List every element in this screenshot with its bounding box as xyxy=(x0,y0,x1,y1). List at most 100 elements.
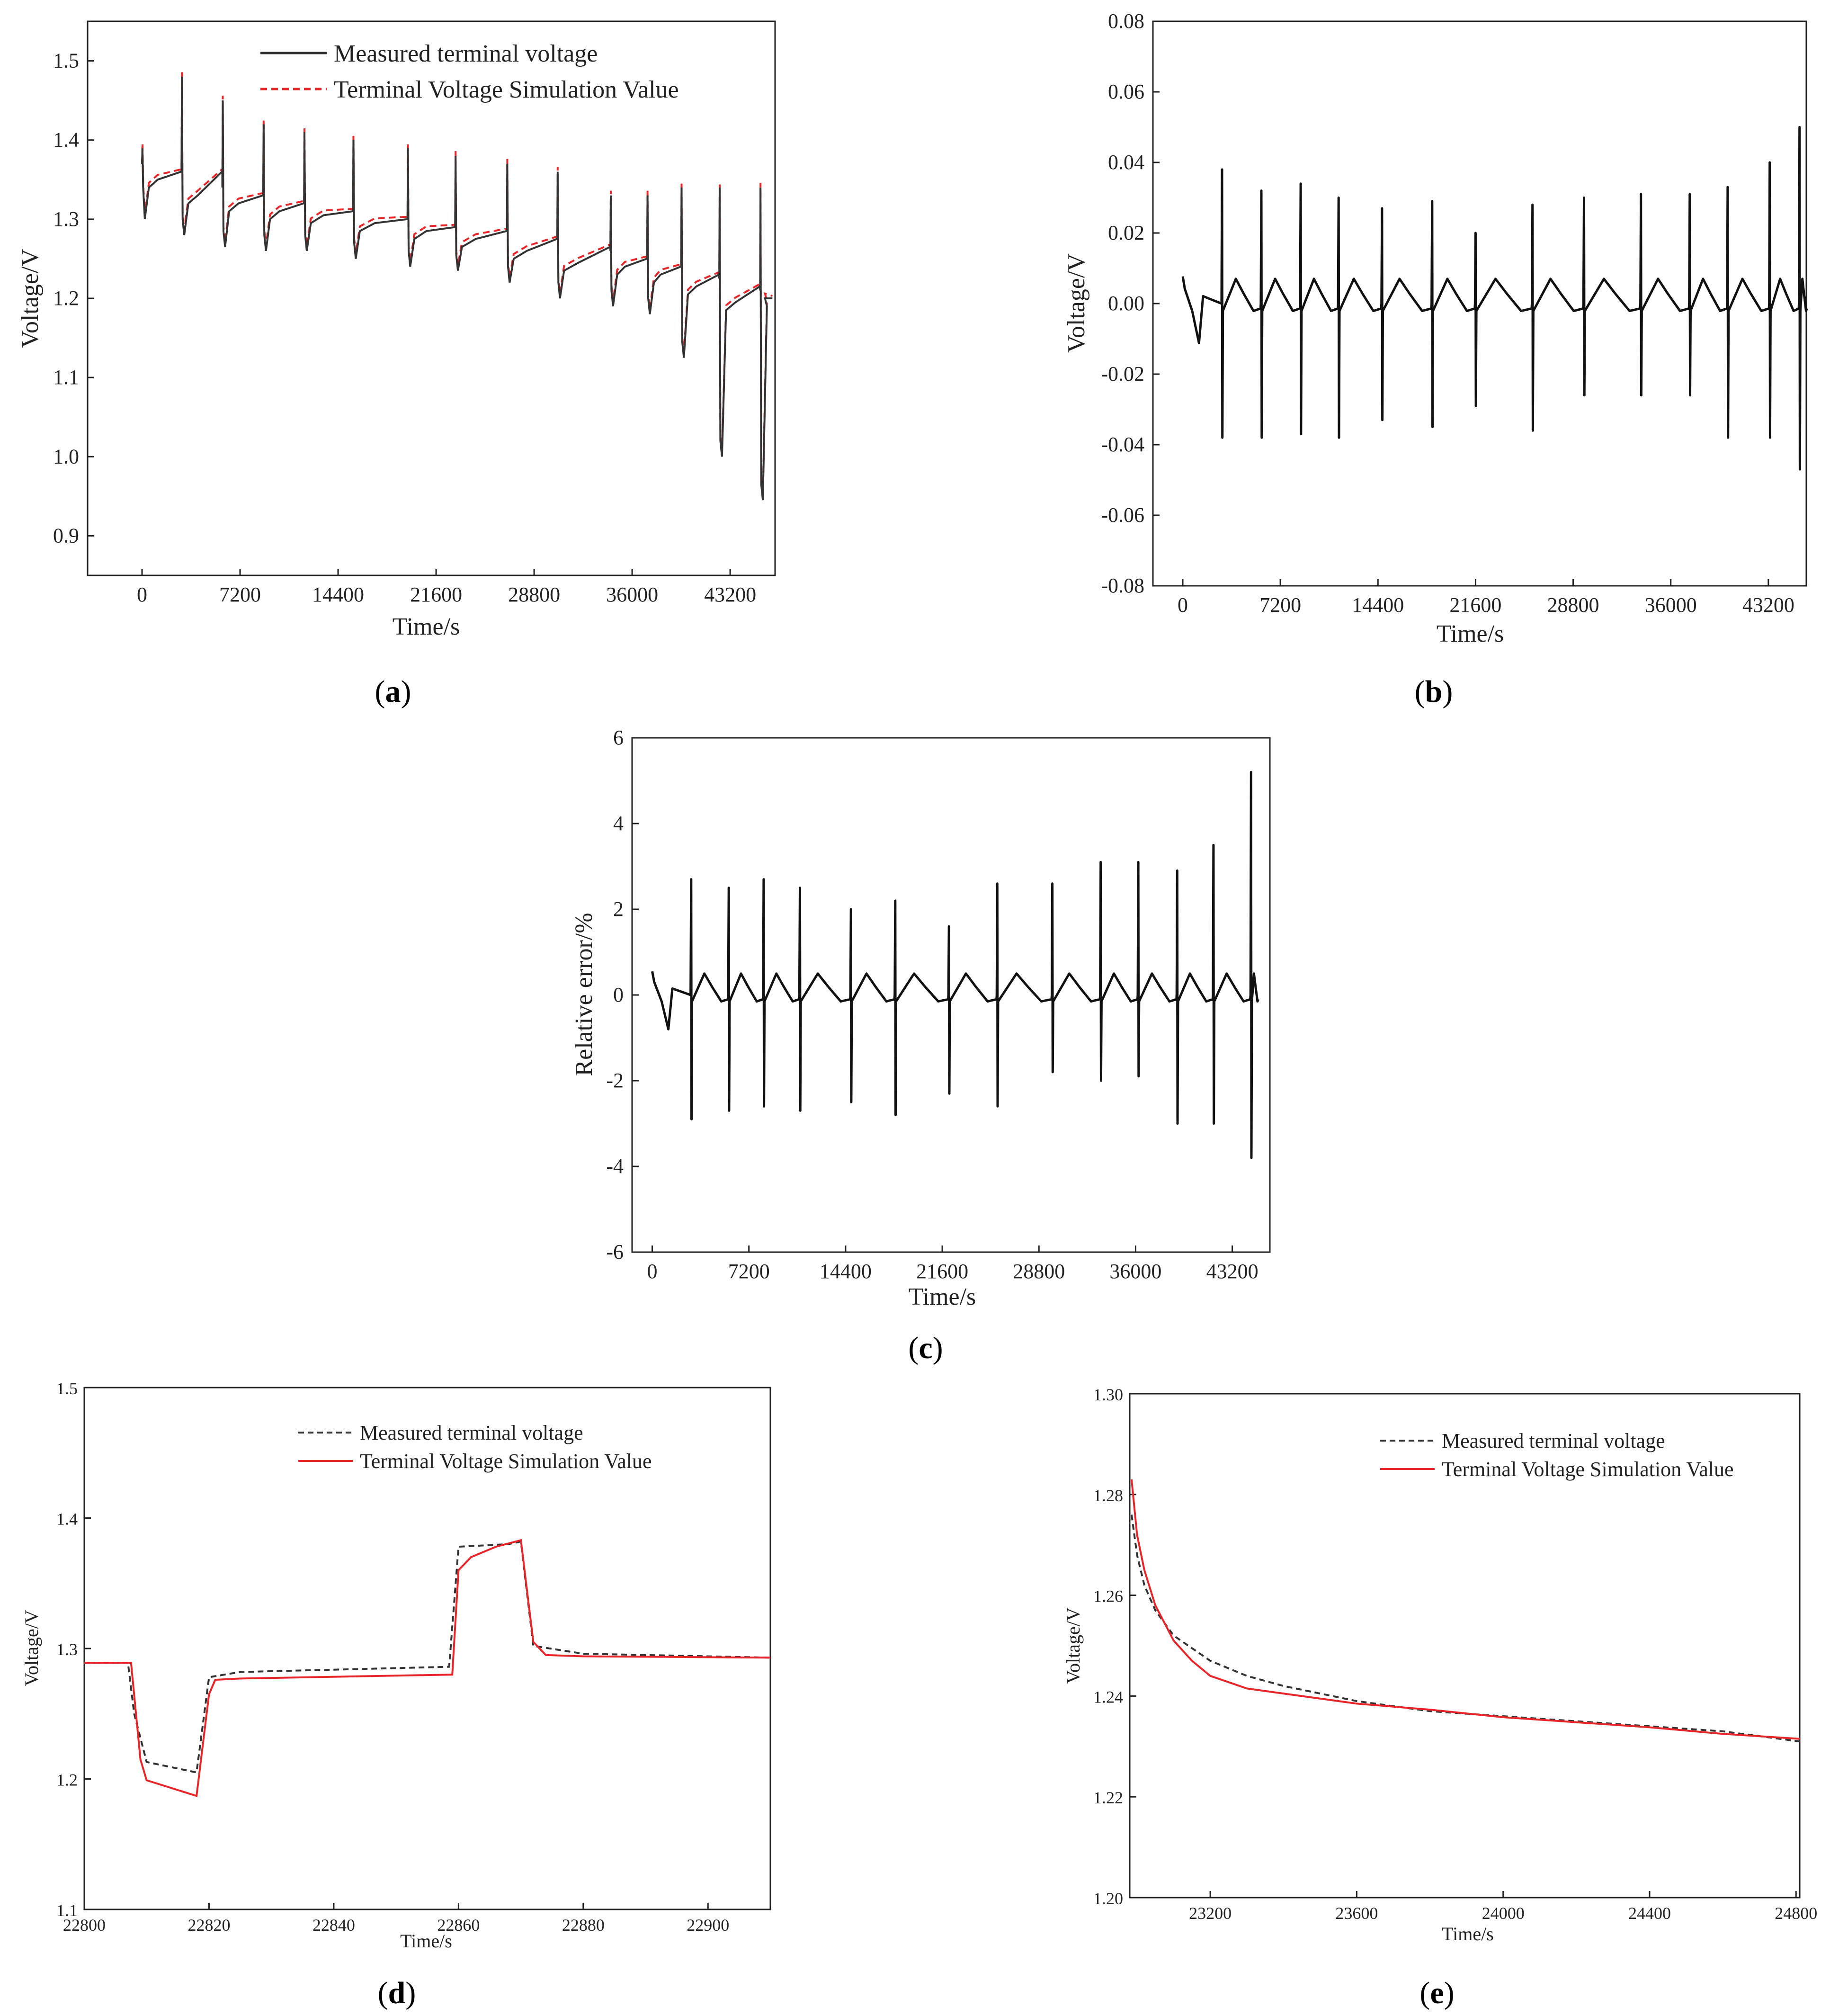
panel-a-xtick-label: 36000 xyxy=(606,583,658,606)
panel-a-ytick-label: 0.9 xyxy=(53,524,79,547)
panel-c-ylabel: Relative error/% xyxy=(571,913,598,1076)
panel-a-ytick-label: 1.3 xyxy=(53,207,79,231)
panel-e-ylabel: Voltage/V xyxy=(1062,1607,1084,1684)
panel-a-chart: 0 7200 14400 21600 28800 36000 43200 0.9 1.0 1.1 1… xyxy=(17,20,776,709)
panel-a-legend-label-simulation: Terminal Voltage Simulation Value xyxy=(334,76,679,103)
panel-e-xtick-label: 23200 xyxy=(1189,1904,1232,1923)
panel-b-ytick-label: 0.06 xyxy=(1108,80,1144,103)
panel-c-caption: (c) xyxy=(908,1331,943,1365)
panel-e-legend-label-measured: Measured terminal voltage xyxy=(1442,1429,1665,1452)
panel-a-ytick-label: 1.4 xyxy=(53,128,79,152)
panel-c-chart: 0 7200 14400 21600 28800 36000 43200 -6 -4 -2 0 2 4 6… xyxy=(571,726,1271,1365)
panel-a-ytick-label: 1.2 xyxy=(53,287,79,310)
panel-e-xtick-label: 23600 xyxy=(1335,1904,1378,1923)
panel-e-ytick-label: 1.20 xyxy=(1093,1889,1123,1908)
panel-a-plot-frame xyxy=(87,20,776,576)
panel-b-ytick-label: -0.04 xyxy=(1101,433,1144,456)
panel-a-ytick-label: 1.0 xyxy=(53,445,79,468)
panel-a-ytick-label: 1.5 xyxy=(53,49,79,72)
panel-d-ytick-label: 1.4 xyxy=(56,1510,78,1529)
panel-e-xlabel: Time/s xyxy=(1442,1923,1494,1944)
panel-b-xtick-label: 0 xyxy=(1178,593,1188,617)
panel-c-xtick-label: 7200 xyxy=(728,1260,770,1283)
panel-d-caption-letter: d xyxy=(388,1976,406,2010)
panel-c-series xyxy=(651,771,1259,1159)
panel-b-xtick-label: 7200 xyxy=(1259,593,1301,617)
panel-d-ytick-label: 1.3 xyxy=(56,1640,78,1659)
panel-d-chart: 22800 22820 22840 22860 22880 22900 1.1 1.2 1.3 1… xyxy=(21,1379,771,2010)
panel-b-xtick-label: 36000 xyxy=(1645,593,1697,617)
panel-d-xtick-label: 22840 xyxy=(312,1916,355,1935)
panel-d-series-simulation-line xyxy=(84,1539,771,1797)
panel-a-legend: Measured terminal voltage Terminal Volta… xyxy=(260,40,679,103)
panel-e-xtick-label: 24800 xyxy=(1775,1904,1817,1923)
panel-c-ytick-label: 0 xyxy=(613,983,624,1006)
panel-e-caption: (e) xyxy=(1419,1976,1454,2010)
panel-b-series-line xyxy=(1181,126,1808,471)
panel-b-ytick-label: 0.02 xyxy=(1108,221,1144,244)
panel-b-ylabel: Voltage/V xyxy=(1063,253,1090,353)
panel-a-xtick-label: 7200 xyxy=(219,583,261,606)
panel-d-xtick-label: 22820 xyxy=(187,1916,230,1935)
panel-e-legend-label-simulation: Terminal Voltage Simulation Value xyxy=(1442,1458,1734,1481)
panel-a-xtick-label: 21600 xyxy=(410,583,462,606)
panel-c-series-line xyxy=(651,771,1259,1159)
panel-d-legend-label-simulation: Terminal Voltage Simulation Value xyxy=(360,1450,652,1473)
panel-b-xtick-label: 28800 xyxy=(1547,593,1599,617)
panel-c-ytick-label: -4 xyxy=(606,1155,624,1178)
panel-e-xtick-label: 24400 xyxy=(1628,1904,1671,1923)
panel-a-xtick-label: 14400 xyxy=(312,583,364,606)
panel-e-ytick-label: 1.24 xyxy=(1093,1687,1123,1706)
panel-c-xtick-label: 14400 xyxy=(820,1260,872,1283)
panel-a-caption-letter: a xyxy=(385,674,401,709)
panel-e-ytick-label: 1.28 xyxy=(1093,1486,1123,1505)
panel-b-caption-letter: b xyxy=(1425,674,1443,709)
panel-c-ticks: 0 7200 14400 21600 28800 36000 43200 -6 -4 -2 0 2 4 6 xyxy=(606,726,1258,1283)
panel-c-ytick-label: 2 xyxy=(613,897,624,921)
panel-a-xlabel: Time/s xyxy=(393,613,460,640)
panel-c-ytick-label: 6 xyxy=(613,726,624,749)
panel-d-ylabel: Voltage/V xyxy=(21,1610,42,1686)
panel-a-series-simulation-line xyxy=(141,72,773,496)
panel-a-ylabel: Voltage/V xyxy=(17,249,44,348)
panel-b-xlabel: Time/s xyxy=(1437,620,1504,647)
panel-c-ytick-label: 4 xyxy=(613,812,624,835)
panel-c-xtick-label: 36000 xyxy=(1109,1260,1161,1283)
panel-c-xlabel: Time/s xyxy=(909,1283,976,1310)
panel-b-ytick-label: 0.08 xyxy=(1108,9,1144,33)
panel-a-ytick-label: 1.1 xyxy=(53,366,79,389)
panel-d-ytick-label: 1.2 xyxy=(56,1771,78,1790)
panel-c-xtick-label: 0 xyxy=(647,1260,658,1283)
panel-c-ytick-label: -2 xyxy=(606,1069,624,1092)
panel-d-xtick-label: 22900 xyxy=(687,1916,729,1935)
panel-d-series xyxy=(84,1539,771,1797)
panel-d-series-measured-line xyxy=(84,1540,771,1774)
panel-a-series-measured-line xyxy=(141,76,773,501)
panel-d-xtick-label: 22880 xyxy=(562,1916,605,1935)
panel-e-series xyxy=(1130,1479,1800,1743)
panel-e-ticks: 23200 23600 24000 24400 24800 1.20 1.22 1.24 1.2… xyxy=(1093,1385,1817,1923)
panel-a-legend-label-measured: Measured terminal voltage xyxy=(334,40,598,67)
panel-d-caption: (d) xyxy=(378,1976,416,2010)
panel-d-xtick-label: 22860 xyxy=(437,1916,480,1935)
panel-e-ytick-label: 1.26 xyxy=(1093,1587,1123,1606)
panel-b-ytick-label: 0.00 xyxy=(1108,292,1144,315)
panel-d-ytick-label: 1.1 xyxy=(56,1901,78,1920)
panel-a-caption: (a) xyxy=(375,674,411,709)
panel-b-ytick-label: -0.02 xyxy=(1101,362,1144,385)
panel-a-xtick-label: 0 xyxy=(137,583,147,606)
panel-a-xtick-label: 43200 xyxy=(704,583,756,606)
panel-b-ytick-label: 0.04 xyxy=(1108,151,1144,174)
panel-c-xtick-label: 43200 xyxy=(1206,1260,1259,1283)
panel-c-xtick-label: 28800 xyxy=(1013,1260,1065,1283)
panel-e-series-measured-line xyxy=(1130,1514,1800,1743)
panel-c-caption-letter: c xyxy=(919,1331,932,1365)
panel-d-ytick-label: 1.5 xyxy=(56,1379,78,1398)
panel-e-series-simulation-line xyxy=(1130,1479,1800,1740)
panel-d-xlabel: Time/s xyxy=(400,1930,452,1952)
panel-b-ticks: 0 7200 14400 21600 28800 36000 43200 -0.08 -0.06… xyxy=(1101,9,1794,617)
panel-d-legend: Measured terminal voltage Terminal Volta… xyxy=(298,1421,652,1473)
panel-d-xtick-label: 22800 xyxy=(63,1916,106,1935)
panel-b-series xyxy=(1181,126,1808,471)
